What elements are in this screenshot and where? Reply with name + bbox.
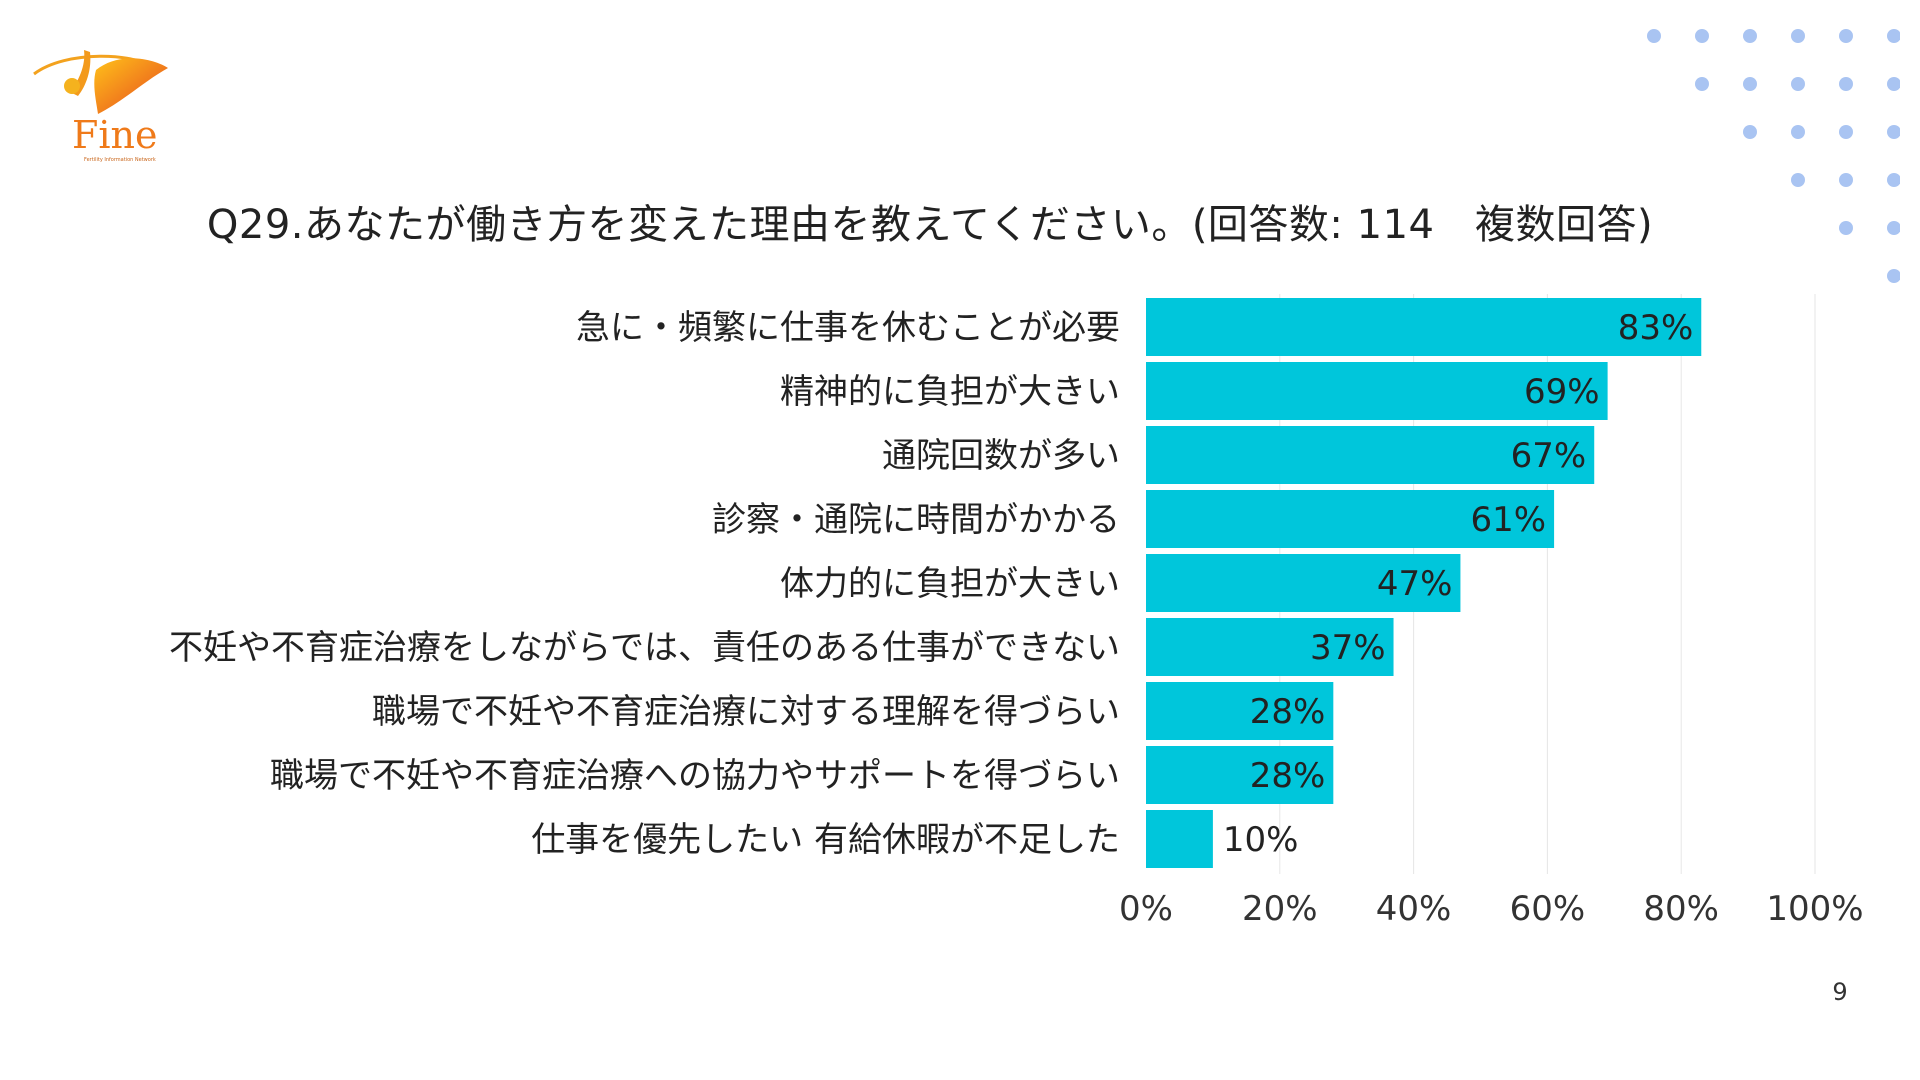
decorative-dot: [1791, 29, 1805, 43]
value-label: 28%: [1250, 692, 1326, 732]
value-label: 47%: [1377, 564, 1453, 604]
decorative-dot: [1695, 29, 1709, 43]
logo-subtext: Fertility Information Network: [84, 157, 156, 163]
decorative-dot: [1887, 125, 1900, 139]
category-label: 職場で不妊や不育症治療への協力やサポートを得づらい: [270, 756, 1120, 796]
x-axis-ticks: 0% 20% 40% 60% 80% 100%: [1119, 889, 1864, 929]
value-label: 83%: [1618, 308, 1694, 348]
decorative-dot: [1743, 77, 1757, 91]
category-label: 急に・頻繁に仕事を休むことが必要: [576, 308, 1120, 348]
category-label: 職場で不妊や不育症治療に対する理解を得づらい: [372, 692, 1120, 732]
value-label: 69%: [1524, 372, 1600, 412]
bar: [1146, 746, 1334, 804]
bar: [1146, 682, 1334, 740]
category-label: 仕事を優先したい 有給休暇が不足した: [531, 820, 1120, 860]
decorative-dot: [1695, 77, 1709, 91]
category-label: 通院回数が多い: [882, 436, 1120, 476]
decorative-dot: [1887, 269, 1900, 283]
logo-figure: [70, 50, 91, 96]
value-label: 67%: [1511, 436, 1587, 476]
decorative-dot-grid: [1647, 29, 1900, 283]
bars: [1146, 298, 1702, 868]
chart-title: Q29.あなたが働き方を変えた理由を教えてください。(回答数: 114 複数回答…: [206, 202, 1654, 248]
category-label: 診察・通院に時間がかかる: [712, 500, 1120, 540]
decorative-dot: [1839, 77, 1853, 91]
decorative-dot: [1791, 173, 1805, 187]
decorative-dot: [1887, 77, 1900, 91]
bar: [1146, 426, 1595, 484]
bar: [1146, 810, 1213, 868]
x-tick-label: 60%: [1510, 889, 1586, 929]
bar: [1146, 618, 1394, 676]
decorative-dot: [1887, 29, 1900, 43]
value-label: 10%: [1223, 820, 1299, 860]
value-label: 61%: [1471, 500, 1547, 540]
category-label: 不妊や不育症治療をしながらでは、責任のある仕事ができない: [169, 628, 1120, 668]
logo-wing: [94, 58, 168, 114]
decorative-dot: [1791, 125, 1805, 139]
page-number: 9: [1832, 978, 1848, 1006]
decorative-dot: [1887, 221, 1900, 235]
decorative-dot: [1839, 29, 1853, 43]
category-labels: 急に・頻繁に仕事を休むことが必要精神的に負担が大きい通院回数が多い診察・通院に時…: [169, 308, 1120, 860]
value-labels: 83% 69% 67% 61% 47% 37% 28% 28% 10%: [1223, 308, 1693, 860]
category-label: 精神的に負担が大きい: [780, 372, 1120, 412]
decorative-dot: [1791, 77, 1805, 91]
category-label: 体力的に負担が大きい: [780, 564, 1120, 604]
bar: [1146, 554, 1461, 612]
value-label: 28%: [1250, 756, 1326, 796]
x-tick-label: 80%: [1643, 889, 1719, 929]
horizontal-bar-chart: 急に・頻繁に仕事を休むことが必要精神的に負担が大きい通院回数が多い診察・通院に時…: [169, 294, 1864, 929]
decorative-dot: [1647, 29, 1661, 43]
decorative-dot: [1743, 125, 1757, 139]
logo-text: Fine: [72, 113, 157, 157]
x-tick-label: 100%: [1766, 889, 1863, 929]
decorative-dot: [1743, 29, 1757, 43]
decorative-dot: [1839, 125, 1853, 139]
logo-figure-head: [64, 78, 80, 94]
decorative-dot: [1839, 221, 1853, 235]
x-tick-label: 40%: [1376, 889, 1452, 929]
decorative-dot: [1839, 173, 1853, 187]
decorative-dot: [1887, 173, 1900, 187]
bar: [1146, 298, 1702, 356]
bar: [1146, 490, 1555, 548]
fine-logo: Fine Fertility Information Network: [33, 50, 168, 163]
value-label: 37%: [1310, 628, 1386, 668]
x-tick-label: 0%: [1119, 889, 1173, 929]
x-tick-label: 20%: [1242, 889, 1318, 929]
bar: [1146, 362, 1608, 420]
